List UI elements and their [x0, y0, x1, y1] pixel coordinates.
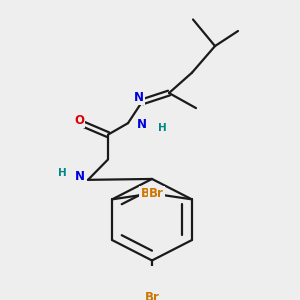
Text: Br: Br — [145, 291, 159, 300]
Text: O: O — [74, 114, 84, 127]
Text: Br: Br — [140, 187, 155, 200]
Text: H: H — [158, 124, 166, 134]
Text: N: N — [75, 170, 85, 183]
Text: N: N — [134, 91, 144, 104]
Text: N: N — [137, 118, 147, 131]
Text: H: H — [58, 168, 66, 178]
Text: Br: Br — [149, 187, 164, 200]
